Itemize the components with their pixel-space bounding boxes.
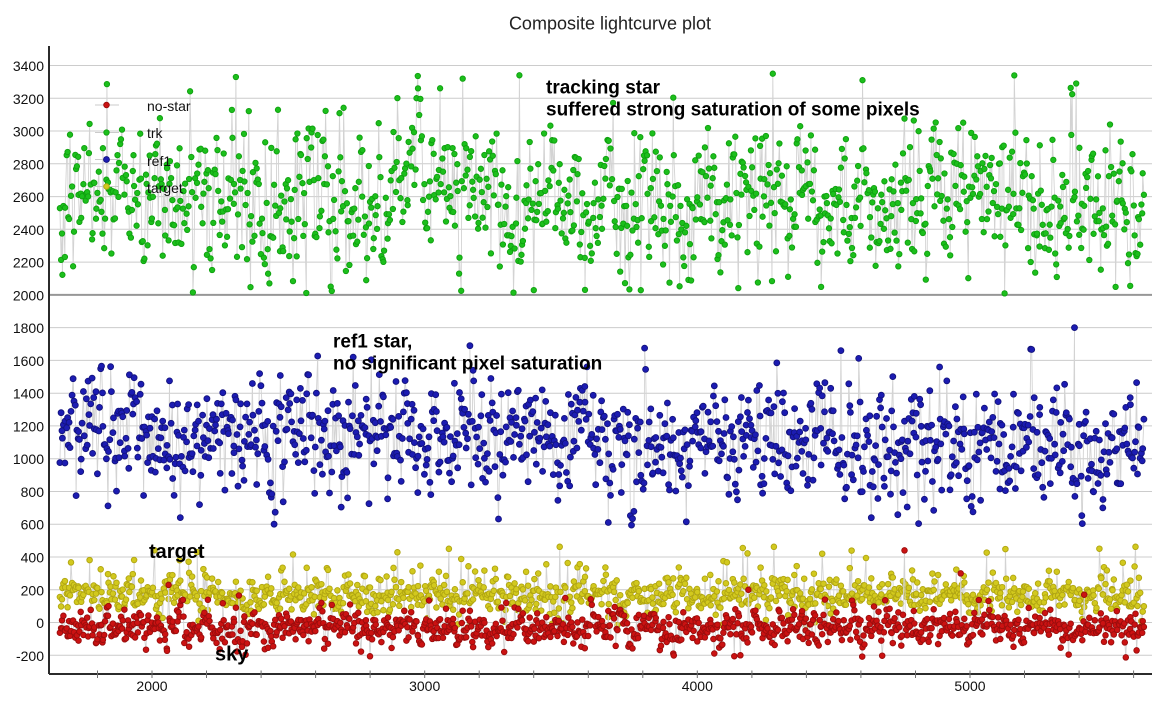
svg-text:1000: 1000 bbox=[13, 451, 44, 467]
svg-text:ref1 star,: ref1 star, bbox=[333, 332, 412, 353]
svg-text:2200: 2200 bbox=[13, 255, 44, 271]
svg-text:5000: 5000 bbox=[954, 678, 985, 694]
svg-text:800: 800 bbox=[21, 484, 45, 500]
svg-text:1200: 1200 bbox=[13, 418, 44, 434]
svg-text:600: 600 bbox=[21, 517, 45, 533]
svg-text:0: 0 bbox=[36, 615, 44, 631]
svg-text:3000: 3000 bbox=[13, 124, 44, 140]
svg-text:-200: -200 bbox=[16, 648, 44, 664]
svg-text:2600: 2600 bbox=[13, 189, 44, 205]
svg-text:trk: trk bbox=[147, 125, 164, 141]
svg-text:1400: 1400 bbox=[13, 386, 44, 402]
svg-text:2000: 2000 bbox=[136, 678, 167, 694]
svg-text:400: 400 bbox=[21, 550, 45, 566]
svg-text:suffered strong saturation of: suffered strong saturation of some pixel… bbox=[546, 100, 920, 121]
svg-text:4000: 4000 bbox=[682, 678, 713, 694]
svg-text:target: target bbox=[149, 541, 205, 563]
svg-text:no significant pixel saturatio: no significant pixel saturation bbox=[333, 354, 602, 375]
svg-text:3000: 3000 bbox=[409, 678, 440, 694]
svg-text:tracking star: tracking star bbox=[546, 78, 661, 99]
svg-text:2000: 2000 bbox=[13, 287, 44, 303]
svg-text:3400: 3400 bbox=[13, 58, 44, 74]
svg-text:1800: 1800 bbox=[13, 320, 44, 336]
svg-text:target: target bbox=[147, 180, 183, 196]
svg-text:200: 200 bbox=[21, 582, 45, 598]
svg-text:3200: 3200 bbox=[13, 91, 44, 107]
svg-text:2400: 2400 bbox=[13, 222, 44, 238]
svg-text:no-star: no-star bbox=[147, 98, 191, 114]
svg-text:1600: 1600 bbox=[13, 353, 44, 369]
svg-text:Composite lightcurve plot: Composite lightcurve plot bbox=[509, 14, 711, 34]
svg-text:2800: 2800 bbox=[13, 156, 44, 172]
svg-text:sky: sky bbox=[215, 644, 249, 666]
svg-text:ref1: ref1 bbox=[147, 153, 171, 169]
